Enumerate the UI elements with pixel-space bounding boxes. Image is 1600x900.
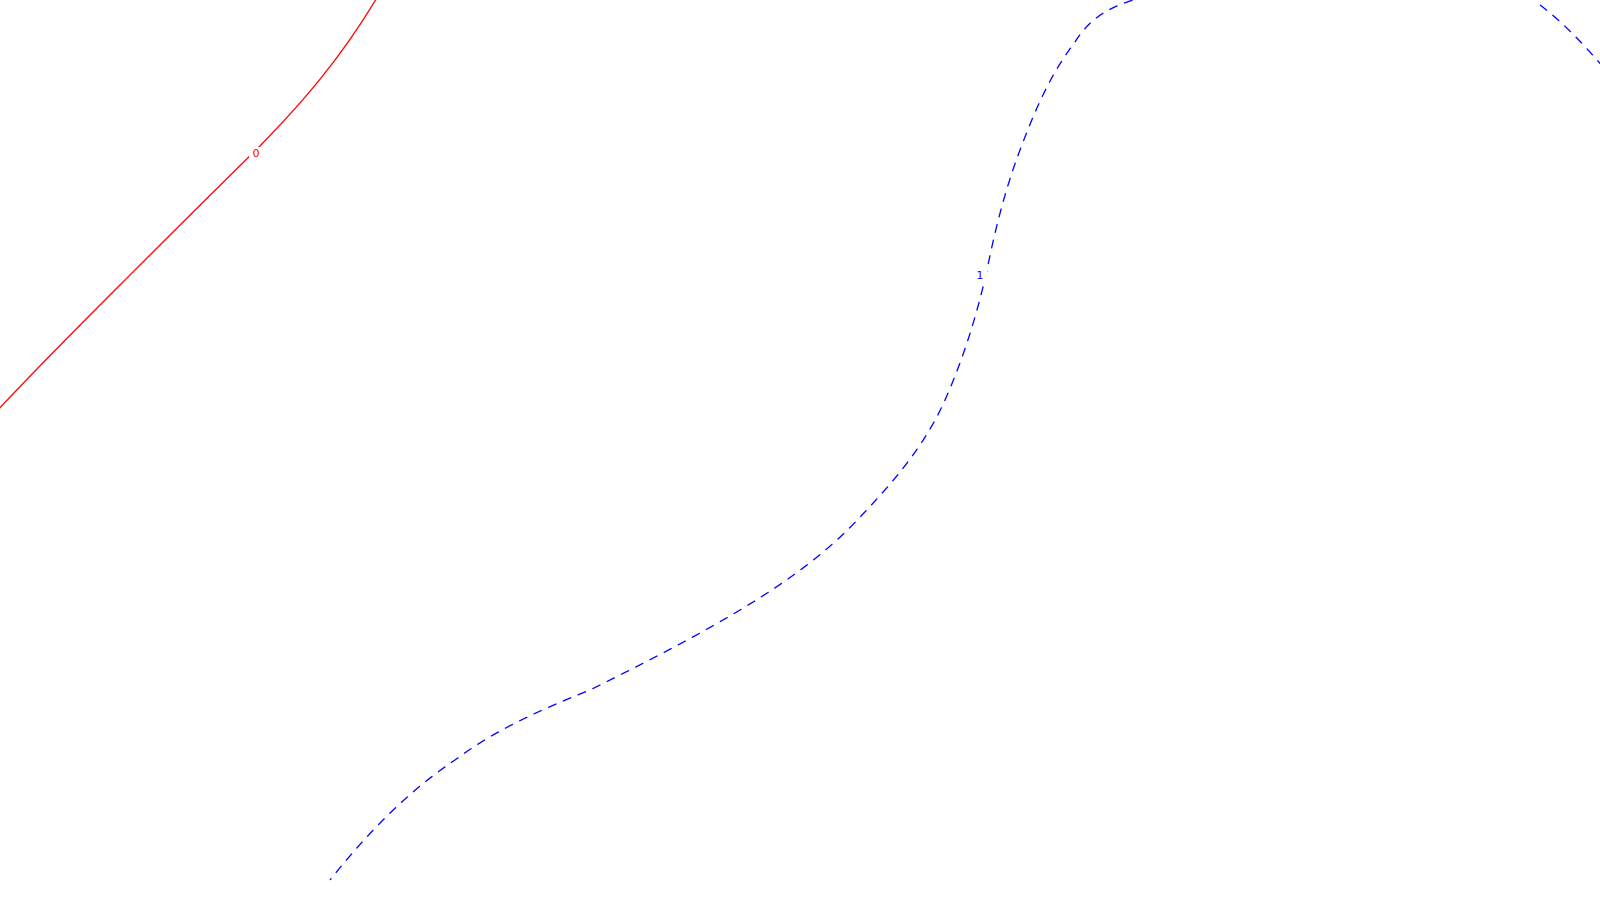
contour-label-gap-1 bbox=[973, 269, 987, 282]
contour-label-0: 0 bbox=[253, 147, 260, 160]
contour-line-1-branch bbox=[1539, 4, 1600, 65]
contour-label-1: 1 bbox=[977, 269, 984, 282]
contour-line-0 bbox=[0, 0, 377, 409]
contour-label-gap-0 bbox=[249, 147, 263, 160]
